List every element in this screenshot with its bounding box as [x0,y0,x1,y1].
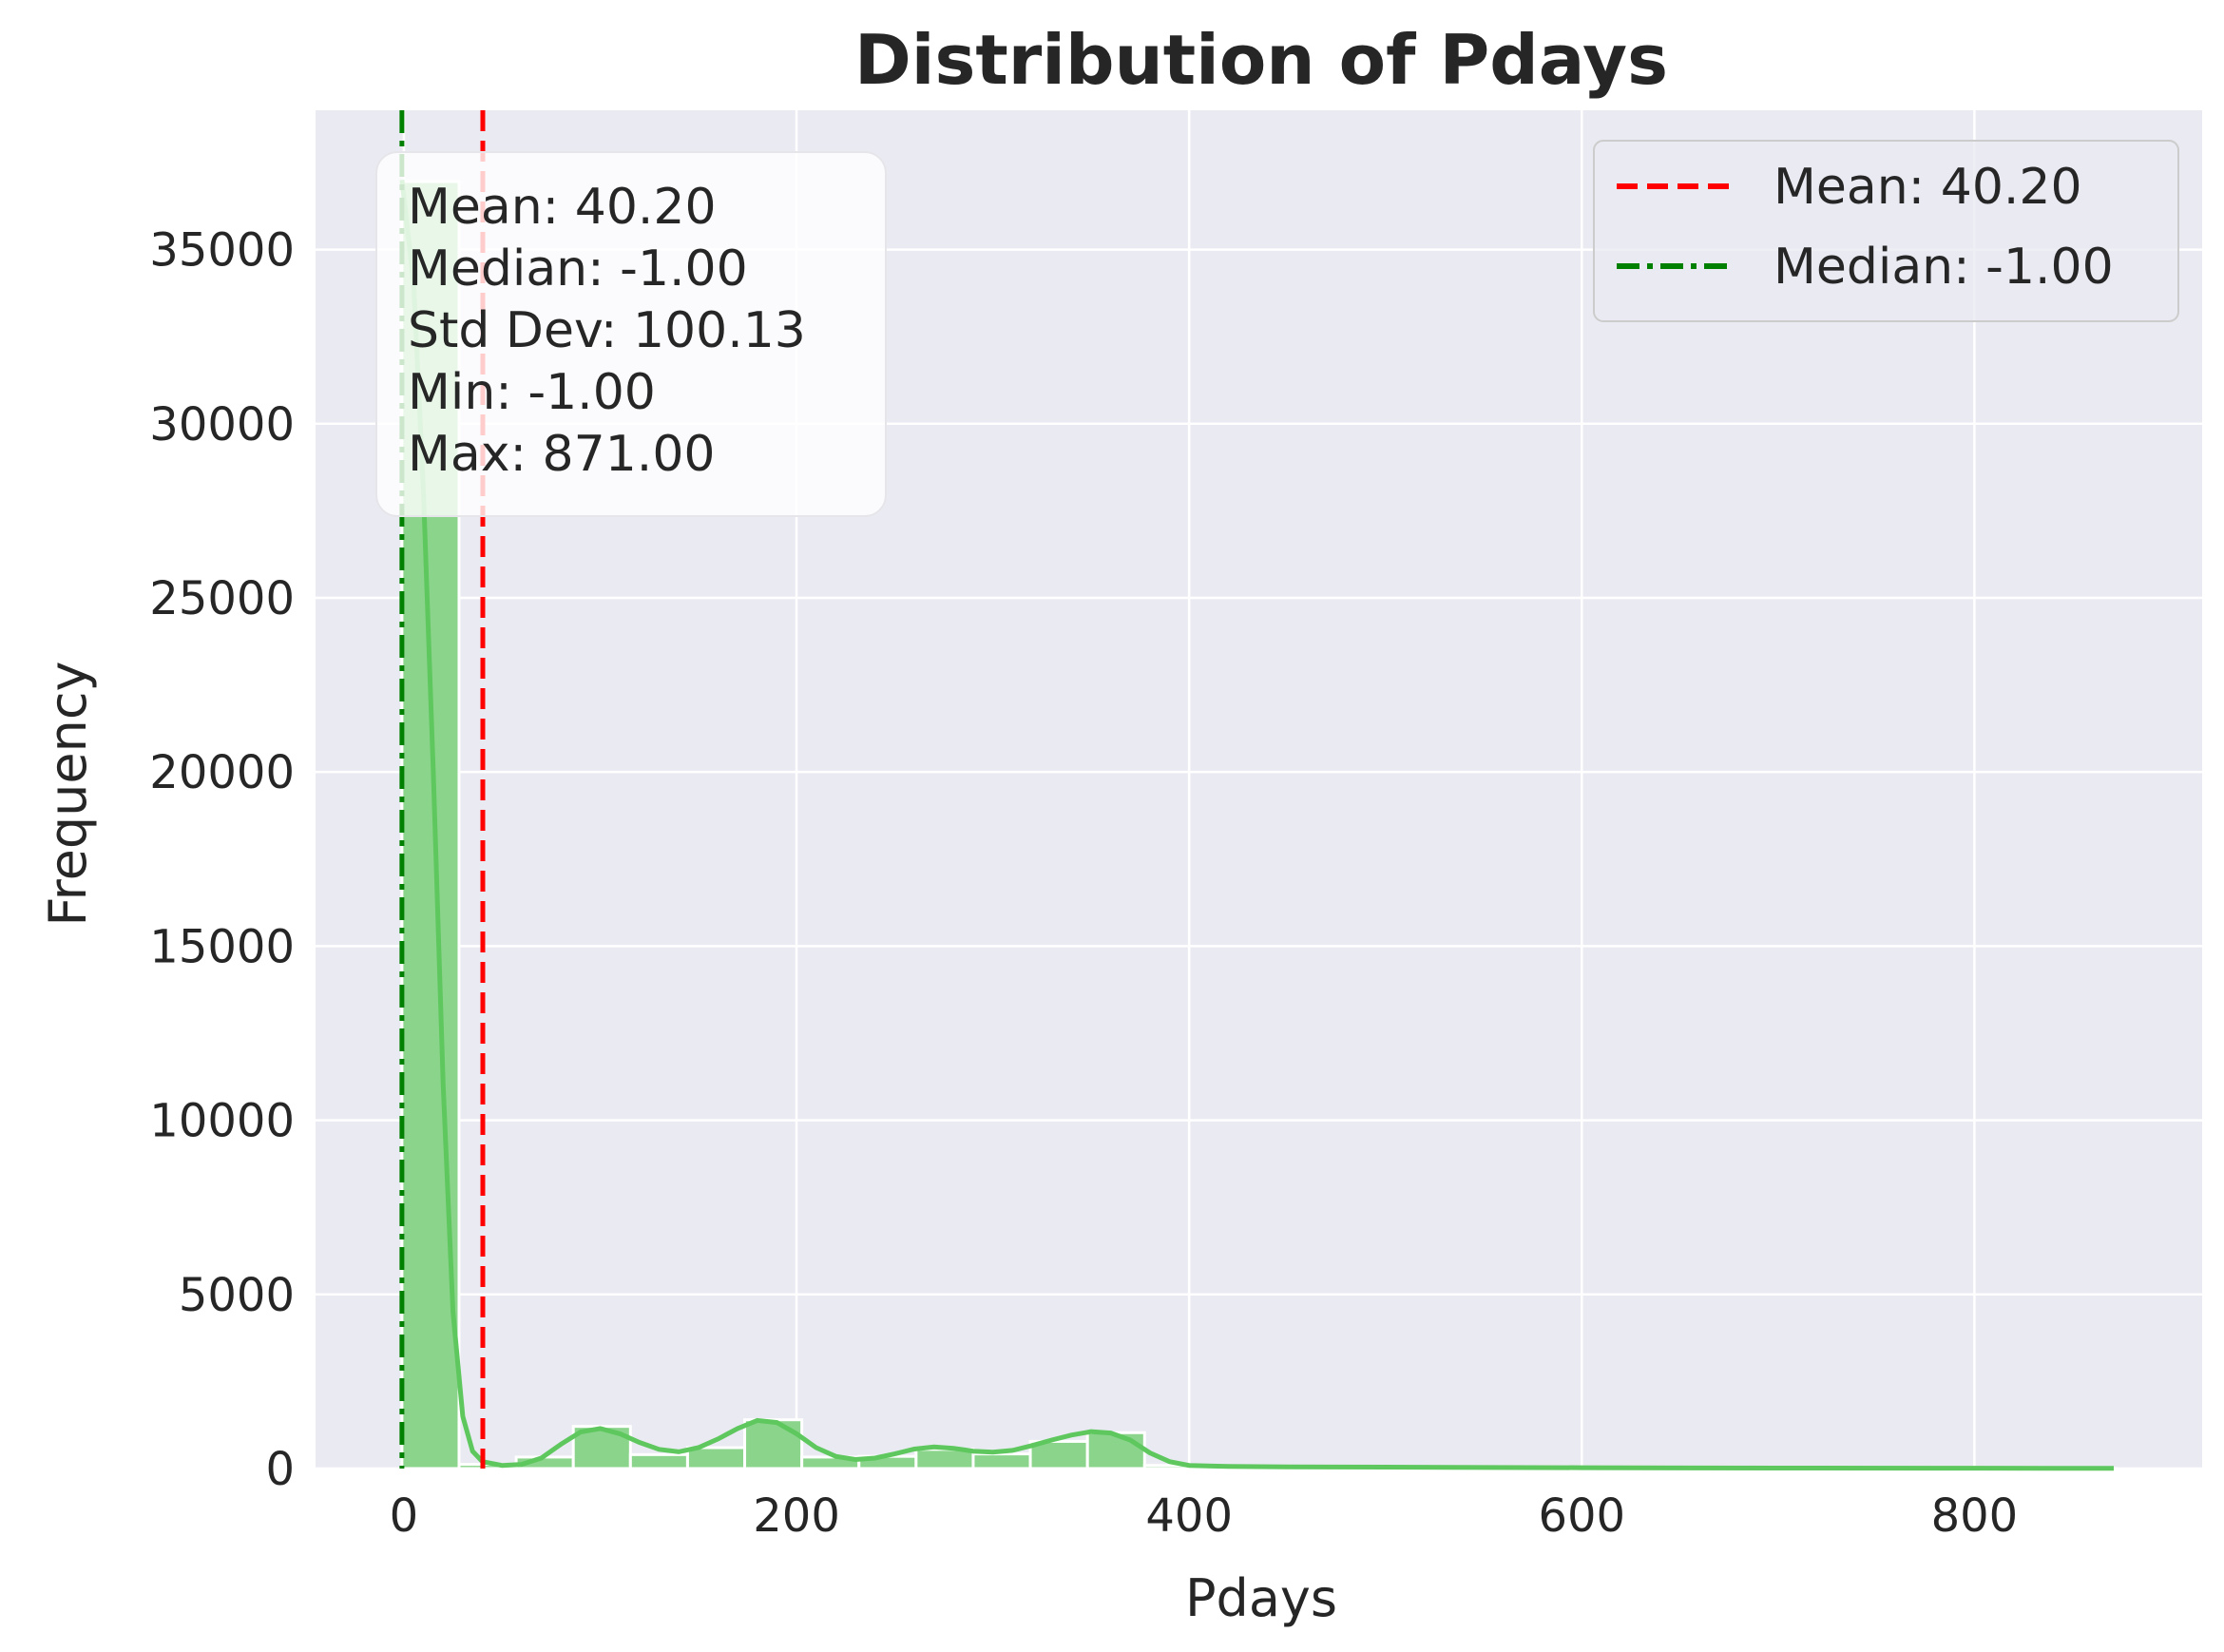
y-tick-label: 0 [265,1443,295,1496]
y-tick-label: 10000 [149,1095,295,1148]
chart-title: Distribution of Pdays [854,20,1668,100]
stats-box: Mean: 40.20 Median: -1.00 Std Dev: 100.1… [375,151,887,517]
stats-line-max: Max: 871.00 [408,426,716,483]
y-tick-label: 5000 [179,1269,295,1322]
legend-median-label: Median: -1.00 [1773,239,2114,296]
histogram-bar [628,1452,689,1470]
stats-line-median: Median: -1.00 [408,240,748,298]
y-tick-label: 20000 [149,746,295,799]
histogram-bar [743,1418,804,1470]
histogram-bar [1085,1431,1146,1470]
stats-box-background [375,151,887,517]
y-tick-label: 25000 [149,572,295,625]
x-axis-label: Pdays [1185,1568,1337,1628]
y-axis-label: Frequency [38,662,98,927]
legend: Mean: 40.20 Median: -1.00 [1593,140,2179,322]
legend-mean-label: Mean: 40.20 [1773,159,2082,216]
stats-line-mean: Mean: 40.20 [408,179,717,236]
x-tick-labels: 0 200 400 600 800 [390,1489,2019,1543]
x-tick-label: 200 [753,1489,840,1543]
stats-line-min: Min: -1.00 [408,364,656,421]
x-tick-label: 0 [390,1489,419,1543]
kde-curve [399,180,2115,1471]
histogram-bar [685,1446,747,1470]
x-tick-label: 600 [1538,1489,1625,1543]
histogram-bar [971,1452,1032,1470]
y-tick-label: 15000 [149,920,295,973]
y-tick-labels: 0 5000 10000 15000 20000 25000 30000 35000 [149,224,295,1496]
x-tick-label: 800 [1931,1489,2019,1543]
legend-background [1593,140,2179,322]
y-tick-label: 30000 [149,398,295,451]
stats-line-std-dev: Std Dev: 100.13 [408,302,806,359]
x-tick-label: 400 [1145,1489,1233,1543]
y-tick-label: 35000 [149,224,295,278]
